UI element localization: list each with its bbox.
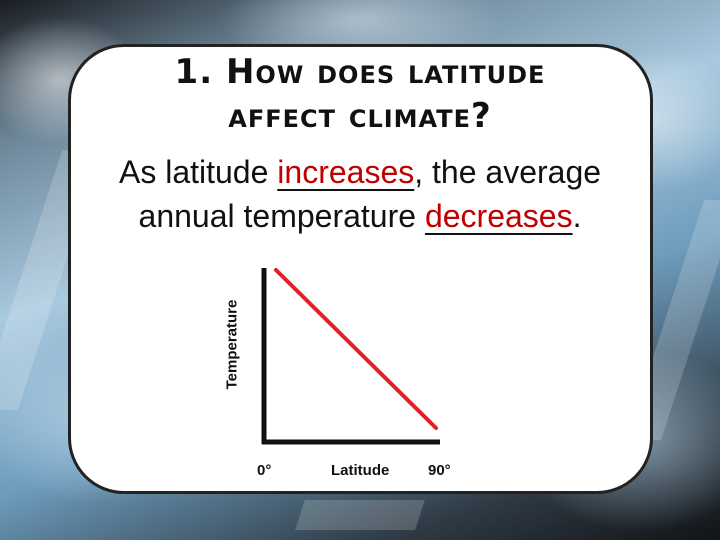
- sentence-1-suffix: , the average: [414, 154, 602, 190]
- sentence-line-2: annual temperature decreases.: [0, 194, 720, 238]
- sentence-line-1: As latitude increases, the average: [0, 150, 720, 194]
- y-axis-label: Temperature: [223, 299, 241, 390]
- sentence-2-suffix: .: [572, 198, 582, 234]
- x-tick-label-0: 0°: [257, 462, 272, 479]
- x-axis-label: Latitude: [331, 462, 390, 479]
- sentence-2-prefix: annual temperature: [138, 198, 425, 234]
- content-panel: [68, 44, 653, 494]
- x-tick-label-90: 90°: [428, 462, 451, 479]
- temperature-trend-line: [274, 268, 438, 430]
- sentence-1-prefix: As latitude: [118, 154, 278, 190]
- slide-title-line-2: affect climate?: [228, 96, 492, 136]
- blank-answer-decreases: decreases: [424, 198, 573, 234]
- slide-title-line-1: 1. How does latitude: [174, 52, 546, 92]
- blank-answer-increases: increases: [277, 154, 415, 190]
